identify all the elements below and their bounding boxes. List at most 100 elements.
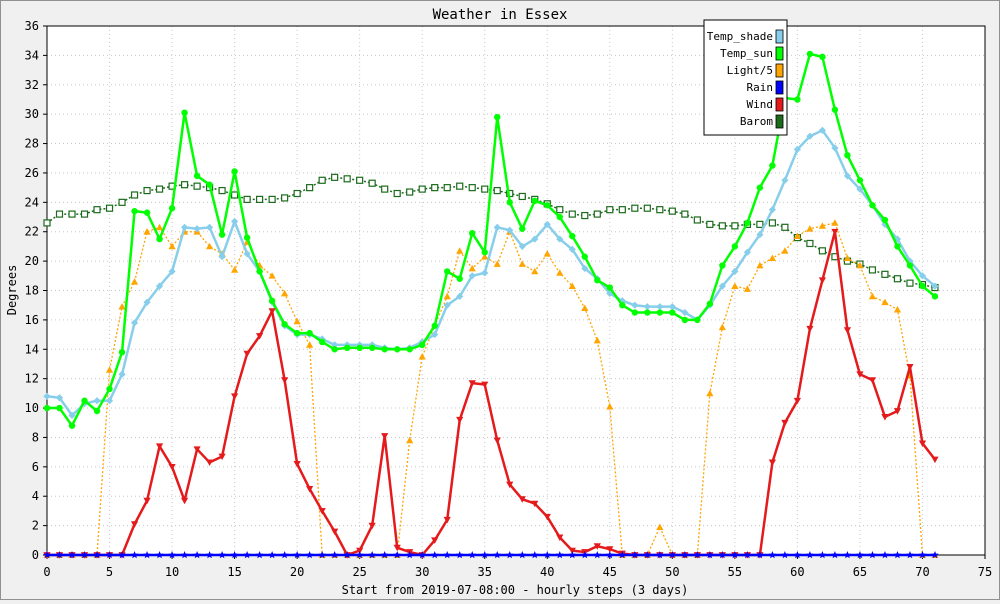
- data-point-wind: [768, 459, 776, 467]
- data-point-temp-shade: [118, 370, 126, 378]
- data-point-temp-sun: [56, 404, 63, 412]
- data-point-temp-shade: [681, 308, 689, 317]
- data-point-light-5: [856, 261, 864, 269]
- data-point-temp-sun: [894, 243, 901, 250]
- data-point-temp-sun: [218, 231, 226, 238]
- data-point-barom: [756, 220, 764, 228]
- data-point-temp-sun: [819, 53, 826, 61]
- data-point-light-5: [418, 353, 426, 360]
- data-point-barom: [231, 191, 239, 199]
- y-tick-label: 6: [32, 460, 39, 474]
- data-point-rain: [631, 551, 639, 559]
- data-point-temp-shade: [918, 272, 927, 280]
- data-point-temp-shade: [806, 132, 814, 140]
- data-point-wind: [543, 513, 551, 521]
- data-point-rain: [868, 551, 877, 559]
- data-point-rain: [43, 551, 51, 559]
- data-point-wind: [356, 547, 364, 555]
- legend-swatch-temp-sun: [775, 46, 784, 61]
- x-tick-label: 65: [853, 565, 867, 579]
- data-point-temp-shade: [843, 172, 852, 180]
- data-point-temp-sun: [481, 249, 488, 256]
- x-tick-label: 55: [728, 565, 742, 579]
- data-point-temp-sun: [243, 234, 251, 241]
- data-point-barom: [693, 216, 701, 224]
- data-point-barom: [118, 198, 126, 206]
- data-point-rain: [818, 551, 827, 559]
- x-tick-label: 75: [978, 565, 992, 579]
- data-point-temp-sun: [406, 346, 413, 353]
- data-point-temp-shade: [731, 267, 739, 275]
- data-point-light-5: [468, 264, 476, 272]
- data-point-light-5: [581, 304, 589, 312]
- x-tick-label: 70: [915, 565, 929, 579]
- data-point-temp-sun: [231, 168, 238, 175]
- data-point-rain: [280, 551, 289, 559]
- data-point-barom: [180, 181, 189, 189]
- data-point-wind: [793, 397, 801, 405]
- data-point-temp-shade: [631, 301, 639, 309]
- data-point-temp-sun: [581, 253, 588, 260]
- data-point-temp-sun: [731, 243, 739, 250]
- data-point-light-5: [456, 247, 464, 254]
- data-point-rain: [793, 551, 802, 559]
- data-point-wind: [518, 496, 526, 503]
- y-tick-label: 20: [25, 254, 39, 268]
- data-point-temp-sun: [444, 268, 451, 275]
- data-point-rain: [230, 551, 239, 559]
- data-point-temp-sun: [356, 344, 363, 352]
- data-point-temp-sun: [794, 96, 801, 103]
- data-point-light-5: [268, 272, 276, 279]
- data-point-rain: [68, 551, 76, 559]
- data-point-barom: [643, 204, 651, 212]
- data-point-wind: [293, 461, 301, 468]
- data-point-light-5: [105, 366, 114, 373]
- data-point-rain: [906, 551, 914, 559]
- data-point-barom: [105, 204, 114, 212]
- y-tick-label: 10: [25, 401, 39, 415]
- data-point-barom: [406, 188, 414, 196]
- data-point-temp-shade: [556, 235, 564, 243]
- data-point-barom: [906, 279, 914, 287]
- data-point-temp-shade: [581, 264, 589, 273]
- data-point-rain: [355, 551, 364, 559]
- data-point-temp-sun: [143, 209, 151, 216]
- data-point-wind: [130, 521, 139, 528]
- data-point-barom: [768, 219, 776, 227]
- data-point-rain: [443, 551, 452, 559]
- data-point-rain: [468, 551, 477, 559]
- data-point-rain: [656, 551, 664, 559]
- y-tick-label: 14: [25, 342, 39, 356]
- y-tick-label: 2: [32, 519, 39, 533]
- data-point-temp-shade: [531, 235, 539, 243]
- data-point-temp-shade: [831, 144, 839, 152]
- data-point-light-5: [543, 250, 551, 257]
- data-point-temp-shade: [180, 223, 189, 231]
- data-point-barom: [343, 175, 351, 183]
- data-point-wind: [180, 497, 189, 505]
- data-point-temp-sun: [106, 385, 113, 393]
- data-point-light-5: [756, 261, 764, 269]
- data-point-temp-shade: [143, 298, 151, 306]
- data-point-barom: [656, 206, 664, 214]
- data-point-temp-sun: [168, 205, 176, 212]
- data-point-rain: [731, 551, 739, 559]
- data-point-rain: [743, 551, 752, 559]
- data-point-barom: [481, 185, 489, 193]
- x-tick-label: 0: [43, 565, 50, 579]
- data-point-barom: [431, 184, 439, 192]
- data-point-light-5: [481, 253, 489, 260]
- data-point-rain: [368, 551, 376, 559]
- data-point-temp-sun: [556, 213, 563, 221]
- data-point-wind: [568, 547, 576, 555]
- data-point-temp-sun: [569, 232, 576, 240]
- data-point-temp-sun: [256, 268, 263, 275]
- legend-label-light-5: Light/5: [727, 64, 773, 77]
- x-tick-label: 20: [290, 565, 304, 579]
- data-point-temp-shade: [218, 253, 226, 261]
- x-tick-label: 15: [227, 565, 241, 579]
- data-point-temp-shade: [931, 282, 939, 290]
- data-point-light-5: [743, 285, 751, 292]
- data-point-temp-sun: [619, 301, 626, 309]
